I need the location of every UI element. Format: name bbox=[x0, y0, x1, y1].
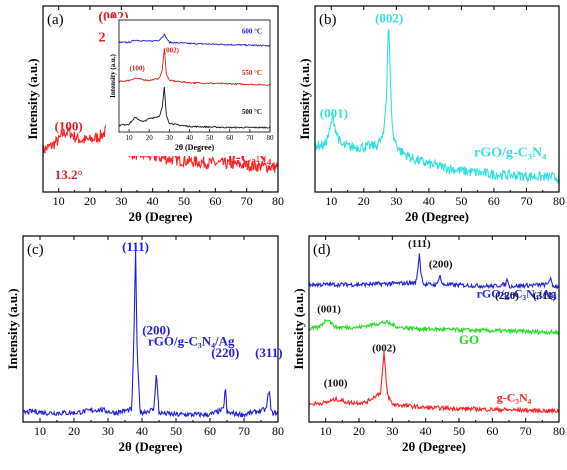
plot-frame bbox=[42, 5, 279, 193]
panel-label: (a) bbox=[47, 12, 64, 28]
y-axis-label: Intensity (a.u.) bbox=[25, 58, 40, 139]
inset-series-line-0 bbox=[118, 33, 271, 48]
peak-annotation: (220) bbox=[211, 345, 239, 360]
x-tick-label: 40 bbox=[423, 194, 435, 208]
x-tick-label: 60 bbox=[204, 424, 216, 438]
x-tick-label: 50 bbox=[170, 424, 182, 438]
x-tick-label: 80 bbox=[553, 194, 565, 208]
x-tick-label: 60 bbox=[488, 194, 500, 208]
series-line-0 bbox=[308, 253, 560, 290]
x-tick-label: 30 bbox=[102, 424, 114, 438]
plot-frame bbox=[22, 235, 279, 423]
plot-frame bbox=[308, 235, 560, 423]
chart-panel-b: 10 20 30 40 50 60 70 80 2θ (Degree) Intensity (a.… bbox=[297, 5, 565, 224]
peak-annotation: (002) bbox=[372, 342, 396, 354]
series-line-0 bbox=[42, 13, 279, 174]
peak-annotation: (111) bbox=[408, 238, 431, 250]
x-tick-label: 50 bbox=[453, 424, 465, 438]
inset-chart: 10 20 30 40 50 60 70 80 2θ (Degree) Intensity (a.… bbox=[106, 18, 274, 156]
peak-annotation: (311) bbox=[255, 345, 282, 360]
x-tick-label: 20 bbox=[68, 424, 80, 438]
chart-panel-c: 10 20 30 40 50 60 70 80 2θ (Degree) Intensity (a.… bbox=[5, 235, 284, 454]
inset-x-tick-label: 60 bbox=[226, 134, 234, 142]
inset-x-tick-label: 40 bbox=[186, 134, 194, 142]
x-tick-label: 80 bbox=[553, 424, 565, 438]
chart-panel-a: 10 20 30 40 50 60 70 80 2θ (Degree) Intensity (a.… bbox=[25, 5, 284, 224]
x-tick-label: 10 bbox=[325, 194, 337, 208]
series-line-1 bbox=[308, 318, 560, 336]
inset-x-tick-label: 30 bbox=[166, 134, 174, 142]
peak-annotation: (100) bbox=[55, 119, 83, 134]
inset-peak-annotation: (002) bbox=[164, 46, 180, 54]
y-axis-label: Intensity (a.u.) bbox=[291, 288, 306, 369]
x-tick-label: 50 bbox=[455, 194, 467, 208]
x-axis-label: 2θ (Degree) bbox=[129, 209, 193, 224]
peak-annotation: (001) bbox=[320, 106, 348, 121]
y-axis-label: Intensity (a.u.) bbox=[297, 58, 312, 139]
x-tick-label: 30 bbox=[386, 424, 398, 438]
x-tick-label: 40 bbox=[147, 194, 159, 208]
inset-series-label: 500 °C bbox=[242, 108, 262, 116]
panel-label: (b) bbox=[319, 12, 337, 28]
inset-x-axis-label: 2θ (Degree) bbox=[175, 143, 215, 152]
chart-panel-d: 10 20 30 40 50 60 70 80 2θ (Degree) Intensity (a.… bbox=[291, 235, 565, 454]
peak-annotation: (220) bbox=[495, 290, 519, 302]
x-axis-label: 2θ (Degree) bbox=[405, 209, 469, 224]
series-label: g-C₃N₄ bbox=[497, 391, 532, 405]
inset-series-line-1 bbox=[118, 48, 271, 87]
x-tick-label: 70 bbox=[241, 194, 253, 208]
panel-label: (c) bbox=[27, 242, 44, 258]
peak-annotation: (111) bbox=[122, 239, 149, 254]
x-tick-label: 50 bbox=[178, 194, 190, 208]
x-tick-label: 40 bbox=[420, 424, 432, 438]
peak-annotation: (002) bbox=[375, 11, 403, 26]
series-label: GO bbox=[459, 332, 479, 347]
x-tick-label: 40 bbox=[136, 424, 148, 438]
inset-peak-annotation: (100) bbox=[130, 64, 146, 72]
x-tick-label: 70 bbox=[520, 424, 532, 438]
inset-y-axis-label: Intensity (a.u.) bbox=[109, 53, 117, 97]
peak-annotation: (100) bbox=[324, 378, 348, 390]
series-label: rGO/g-C₃N₄ bbox=[474, 146, 547, 161]
x-tick-label: 30 bbox=[390, 194, 402, 208]
x-tick-label: 10 bbox=[320, 424, 332, 438]
series-line-0 bbox=[22, 249, 279, 419]
x-tick-label: 70 bbox=[520, 194, 532, 208]
x-tick-label: 60 bbox=[486, 424, 498, 438]
panel-label: (d) bbox=[313, 242, 331, 258]
x-tick-label: 60 bbox=[209, 194, 221, 208]
peak-annotation: 13.2° bbox=[55, 167, 83, 182]
peak-annotation: (200) bbox=[429, 259, 453, 271]
x-tick-label: 10 bbox=[34, 424, 46, 438]
y-axis-label: Intensity (a.u.) bbox=[5, 288, 20, 369]
x-tick-label: 80 bbox=[272, 194, 284, 208]
inset-x-tick-label: 70 bbox=[246, 134, 254, 142]
series-label: rGO/g-C₃N₄/Ag bbox=[148, 334, 235, 349]
x-tick-label: 80 bbox=[272, 424, 284, 438]
inset-x-tick-label: 80 bbox=[267, 134, 275, 142]
x-tick-label: 70 bbox=[238, 424, 250, 438]
x-tick-label: 30 bbox=[115, 194, 127, 208]
x-tick-label: 20 bbox=[358, 194, 370, 208]
inset-x-tick-label: 20 bbox=[146, 134, 154, 142]
inset-series-label: 550 °C bbox=[242, 69, 262, 77]
series-label: rGO/g-C₃N₄/Ag bbox=[477, 286, 557, 300]
inset-series-label: 600 °C bbox=[242, 27, 262, 35]
peak-annotation: (001) bbox=[317, 303, 341, 315]
x-tick-label: 20 bbox=[84, 194, 96, 208]
x-axis-label: 2θ (Degree) bbox=[402, 439, 466, 454]
peak-annotation: (200) bbox=[142, 323, 170, 338]
x-tick-label: 10 bbox=[53, 194, 65, 208]
series-line-0 bbox=[314, 27, 560, 185]
inset-frame bbox=[118, 19, 271, 133]
peak-annotation: (311) bbox=[533, 290, 557, 302]
series-line-2 bbox=[308, 351, 560, 415]
inset-x-tick-label: 10 bbox=[126, 134, 134, 142]
inset-x-tick-label: 50 bbox=[206, 134, 214, 142]
x-axis-label: 2θ (Degree) bbox=[119, 439, 183, 454]
x-tick-label: 20 bbox=[353, 424, 365, 438]
plot-frame bbox=[314, 5, 560, 193]
inset-series-line-2 bbox=[118, 86, 271, 130]
